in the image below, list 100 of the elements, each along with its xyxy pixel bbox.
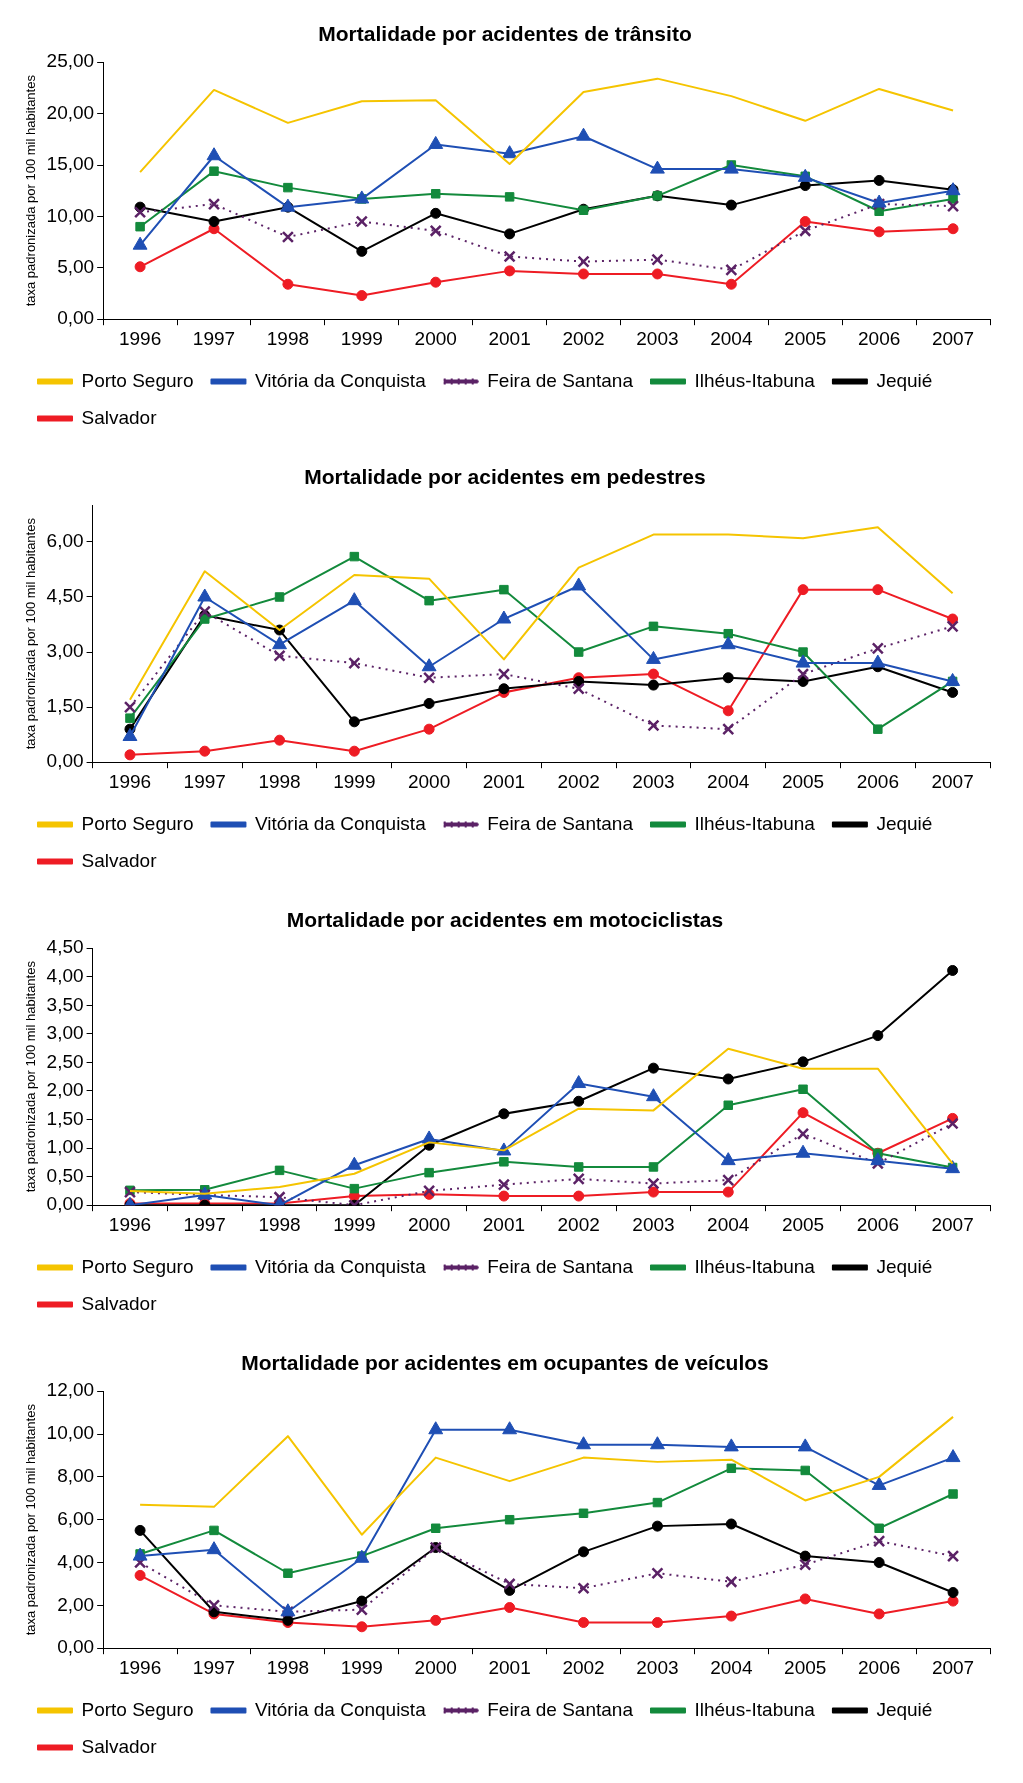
legend-label: Vitória da Conquista (254, 1698, 427, 1720)
y-tick-label: 0,00 (46, 1193, 84, 1215)
legend-label: Porto Seguro (81, 1255, 194, 1277)
x-tick-label: 1996 (118, 327, 162, 349)
x-tick-label: 2004 (707, 1213, 750, 1235)
x-tick-label: 2000 (407, 770, 451, 792)
x-tick-label: 2001 (482, 770, 526, 792)
y-tick-label: 6,00 (57, 1507, 95, 1529)
legend-label: Porto Seguro (81, 369, 194, 391)
x-tick-label: 2002 (562, 1656, 605, 1678)
x-tick-label: 2005 (781, 770, 825, 792)
legend-label: Vitória da Conquista (254, 812, 427, 834)
legend-label: Salvador (81, 1292, 158, 1314)
x-tick-label: 2007 (931, 1656, 975, 1678)
x-tick-label: 2001 (488, 327, 531, 349)
y-tick-label: 0,00 (57, 307, 95, 329)
legend-label: Feira de Santana (487, 369, 634, 391)
x-tick-label: 2003 (636, 1656, 679, 1678)
legend-label: Porto Seguro (81, 812, 194, 834)
legend-label: Jequié (876, 1255, 933, 1277)
legend-label: Feira de Santana (487, 812, 634, 834)
x-tick-label: 2005 (784, 1656, 827, 1678)
legend-label: Vitória da Conquista (254, 369, 427, 391)
y-tick-label: 0,00 (46, 750, 84, 772)
x-tick-label: 1998 (266, 327, 310, 349)
y-tick-label: 2,00 (57, 1593, 95, 1615)
x-tick-label: 2003 (632, 1213, 675, 1235)
x-tick-label: 2000 (414, 327, 457, 349)
x-tick-label: 1998 (258, 1213, 301, 1235)
chart-title: Mortalidade por acidentes de trânsito (318, 22, 692, 46)
y-tick-label: 10,00 (46, 204, 95, 226)
x-tick-label: 2000 (414, 1656, 457, 1678)
x-tick-label: 1999 (333, 770, 376, 792)
legend-label: Ilhéus-Itabuna (694, 1255, 816, 1277)
y-tick-label: 3,00 (46, 1022, 84, 1044)
y-tick-label: 0,00 (57, 1636, 95, 1658)
y-tick-label: 4,50 (46, 936, 84, 958)
y-axis-title: taxa padronizada por 100 mil habitantes (23, 517, 39, 750)
x-tick-label: 1996 (108, 1213, 152, 1235)
x-tick-label: 1997 (183, 770, 226, 792)
x-tick-label: 1996 (118, 1656, 162, 1678)
x-tick-label: 2002 (557, 1213, 600, 1235)
legend-label: Jequié (876, 1698, 933, 1720)
legend-label: Vitória da Conquista (254, 1255, 427, 1277)
legend-label: Feira de Santana (487, 1255, 634, 1277)
legend-label: Ilhéus-Itabuna (694, 369, 816, 391)
legend-label: Ilhéus-Itabuna (694, 1698, 816, 1720)
legend-label: Salvador (81, 849, 158, 871)
x-tick-label: 1997 (183, 1213, 226, 1235)
chart-title: Mortalidade por acidentes em pedestres (304, 465, 706, 489)
x-tick-label: 1999 (333, 1213, 376, 1235)
y-tick-label: 1,50 (46, 1107, 84, 1129)
x-tick-label: 1998 (266, 1656, 310, 1678)
x-tick-label: 2006 (858, 327, 901, 349)
y-axis-title: taxa padronizada por 100 mil habitantes (23, 74, 39, 307)
x-tick-label: 1999 (340, 1656, 383, 1678)
x-tick-label: 1997 (192, 327, 236, 349)
legend-label: Porto Seguro (81, 1698, 194, 1720)
y-tick-label: 0,50 (46, 1164, 84, 1186)
x-tick-label: 2005 (784, 327, 827, 349)
x-tick-label: 1996 (108, 770, 152, 792)
y-tick-label: 2,00 (46, 1079, 84, 1101)
x-tick-label: 2007 (931, 770, 974, 792)
y-tick-label: 3,00 (46, 640, 84, 662)
x-tick-label: 2004 (710, 1656, 753, 1678)
x-tick-label: 2003 (632, 770, 675, 792)
x-tick-label: 2007 (931, 1213, 974, 1235)
y-tick-label: 6,00 (46, 530, 84, 552)
y-tick-label: 4,00 (46, 964, 84, 986)
x-tick-label: 2005 (781, 1213, 825, 1235)
y-tick-label: 4,50 (46, 585, 84, 607)
x-tick-label: 2001 (488, 1656, 531, 1678)
x-tick-label: 2003 (636, 327, 679, 349)
y-tick-label: 12,00 (46, 1379, 95, 1401)
y-tick-label: 5,00 (57, 256, 95, 278)
legend-label: Jequié (876, 812, 933, 834)
x-tick-label: 1999 (340, 327, 383, 349)
chart-title: Mortalidade por acidentes em motociclistas (286, 908, 724, 932)
y-tick-label: 4,00 (57, 1550, 95, 1572)
legend-label: Salvador (81, 406, 158, 428)
y-tick-label: 3,50 (46, 993, 84, 1015)
y-axis-title: taxa padronizada por 100 mil habitantes (23, 1403, 39, 1636)
x-tick-label: 2006 (856, 1213, 899, 1235)
y-axis-title: taxa padronizada por 100 mil habitantes (23, 960, 39, 1193)
x-tick-label: 2002 (562, 327, 605, 349)
legend-label: Jequié (876, 369, 933, 391)
x-tick-label: 1998 (258, 770, 301, 792)
y-tick-label: 1,00 (46, 1136, 84, 1158)
y-tick-label: 2,50 (46, 1050, 84, 1072)
x-tick-label: 1997 (192, 1656, 236, 1678)
x-tick-label: 2004 (710, 327, 753, 349)
y-tick-label: 15,00 (46, 153, 95, 175)
x-tick-label: 2006 (856, 770, 899, 792)
y-tick-label: 10,00 (46, 1422, 95, 1444)
x-tick-label: 2004 (707, 770, 750, 792)
x-tick-label: 2001 (482, 1213, 526, 1235)
x-tick-label: 2007 (931, 327, 975, 349)
x-tick-label: 2006 (858, 1656, 901, 1678)
y-tick-label: 20,00 (46, 101, 95, 123)
x-tick-label: 2002 (557, 770, 600, 792)
